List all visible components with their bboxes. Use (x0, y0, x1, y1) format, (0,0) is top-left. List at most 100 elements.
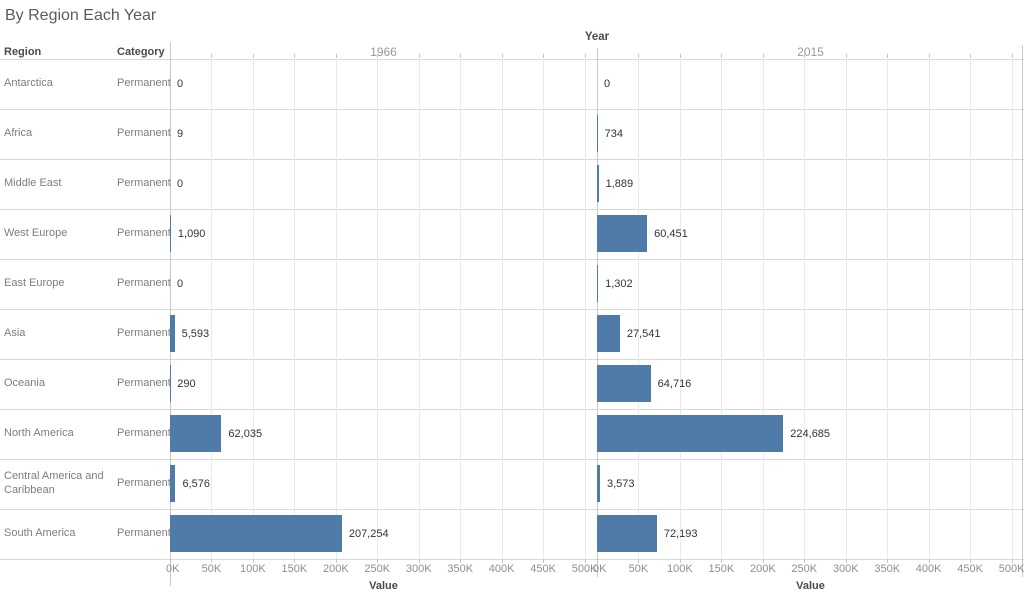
value-axis-title: Value (796, 580, 825, 592)
bar-row: 224,685 (597, 409, 1024, 459)
category-label: Permanent (117, 227, 171, 240)
top-tick-mark (252, 54, 254, 58)
bar-row: 1,090 (170, 209, 597, 259)
axis-tick-label: 0K (165, 563, 180, 575)
value-gridline (501, 59, 503, 559)
bar-value-label: 0 (604, 78, 611, 90)
top-tick-mark (845, 54, 847, 58)
axis-tick-label: 400K (488, 563, 515, 575)
top-tick-mark (418, 54, 420, 58)
bar-value-label: 62,035 (228, 428, 263, 440)
top-tick-mark (721, 54, 723, 58)
region-column-header[interactable]: Region (4, 46, 42, 58)
value-gridline (1011, 59, 1013, 559)
region-label: North America (4, 427, 74, 440)
category-label: Permanent (117, 427, 171, 440)
bottom-tick-mark (543, 559, 545, 563)
row-separator-line (0, 559, 1024, 560)
value-bar[interactable] (597, 365, 651, 402)
value-bar[interactable] (170, 415, 222, 452)
region-label: Asia (4, 327, 26, 340)
bottom-tick-mark (377, 559, 379, 563)
top-tick-mark (762, 54, 764, 58)
bar-value-label: 1,090 (177, 228, 206, 240)
value-bar[interactable] (170, 315, 175, 352)
bar-value-label: 224,685 (790, 428, 831, 440)
top-tick-mark (887, 54, 889, 58)
bar-row: 0 (597, 59, 1024, 109)
value-gridline (762, 59, 764, 559)
value-bar[interactable] (170, 465, 176, 502)
value-gridline (679, 59, 681, 559)
bottom-tick-mark (679, 559, 681, 563)
chart-title: By Region Each Year (5, 7, 157, 24)
axis-tick-label: 350K (447, 563, 474, 575)
category-column-header[interactable]: Category (117, 46, 165, 58)
value-gridline (721, 59, 723, 559)
bottom-tick-mark (501, 559, 503, 563)
value-gridline (294, 59, 296, 559)
axis-tick-label: 150K (281, 563, 308, 575)
value-bar[interactable] (597, 415, 784, 452)
bottom-tick-mark (584, 559, 586, 563)
top-tick-mark (584, 54, 586, 58)
bar-value-label: 207,254 (348, 528, 389, 540)
bar-row: 0 (170, 259, 597, 309)
bottom-tick-mark (845, 559, 847, 563)
bottom-tick-mark (970, 559, 972, 563)
bar-row: 60,451 (597, 209, 1024, 259)
bar-row: 6,576 (170, 459, 597, 509)
table-row: Middle East Permanent (0, 159, 171, 209)
bar-value-label: 6,576 (182, 478, 210, 490)
bar-value-label: 27,541 (626, 328, 661, 340)
row-separator-line (0, 209, 1024, 210)
chart-panel: 0 734 1,889 60,451 1,302 27,541 64,716 224,685 3… (597, 54, 1024, 563)
bottom-tick-mark (418, 559, 420, 563)
top-tick-mark (211, 54, 213, 58)
table-row: Asia Permanent (0, 309, 171, 359)
value-bar[interactable] (597, 115, 598, 152)
top-tick-mark (501, 54, 503, 58)
value-bar[interactable] (597, 515, 657, 552)
bar-row: 62,035 (170, 409, 597, 459)
axis-tick-label: 0K (592, 563, 607, 575)
axis-tick-label: 350K (874, 563, 901, 575)
value-bar[interactable] (170, 515, 342, 552)
region-label: South America (4, 527, 76, 540)
bottom-tick-mark (294, 559, 296, 563)
table-row: Africa Permanent (0, 109, 171, 159)
axis-tick-label: 200K (322, 563, 349, 575)
table-row: Antarctica Permanent (0, 59, 171, 109)
bar-value-label: 290 (177, 378, 196, 390)
top-tick-mark (460, 54, 462, 58)
bottom-tick-mark (804, 559, 806, 563)
region-label: Africa (4, 127, 33, 140)
value-bar[interactable] (597, 265, 599, 302)
value-bar[interactable] (597, 165, 599, 202)
value-gridline (543, 59, 545, 559)
row-separator-line (0, 309, 1024, 310)
chart-panel: 0 9 0 1,090 0 5,593 290 62,035 6,576 207,254 (170, 54, 597, 563)
value-bar[interactable] (597, 315, 620, 352)
top-tick-mark (804, 54, 806, 58)
value-axis-title: Value (369, 580, 398, 592)
table-chart-divider-line (170, 42, 171, 586)
bar-value-label: 0 (177, 278, 184, 290)
value-gridline (928, 59, 930, 559)
panel-divider-line (597, 48, 598, 577)
axis-tick-label: 100K (240, 563, 266, 575)
value-bar[interactable] (170, 215, 171, 252)
value-gridline (418, 59, 420, 559)
region-label: Oceania (4, 377, 45, 390)
value-bar[interactable] (597, 215, 648, 252)
row-separator-line (0, 259, 1024, 260)
value-gridline (804, 59, 806, 559)
bar-row: 1,889 (597, 159, 1024, 209)
value-gridline (584, 59, 586, 559)
bar-value-label: 734 (604, 128, 623, 140)
bottom-tick-mark (928, 559, 930, 563)
value-bar[interactable] (597, 465, 600, 502)
row-separator-line (0, 109, 1024, 110)
axis-tick-label: 150K (708, 563, 735, 575)
top-tick-mark (335, 54, 337, 58)
